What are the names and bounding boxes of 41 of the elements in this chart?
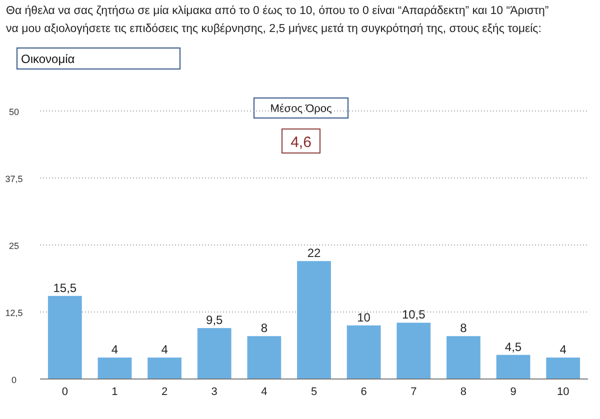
data-label: 4 <box>161 342 168 357</box>
x-tick-label: 0 <box>62 386 68 398</box>
data-label: 8 <box>260 321 268 336</box>
x-tick-label: 4 <box>261 386 268 398</box>
annotation: 4,6 <box>290 134 312 151</box>
x-tick-label: 6 <box>360 386 367 398</box>
data-label: 22 <box>307 246 321 260</box>
data-label: 15,5 <box>53 280 77 295</box>
bar <box>346 325 381 379</box>
data-label: 4 <box>560 342 567 357</box>
x-tick-label: 8 <box>460 386 467 398</box>
chart-title: Θα ήθελα να σας ζητήσω σε μία κλίμακα από το 0 έως το 10, όπου το 0 είναι “Απαράδεκτη” και 10 “Άριστη” να μου αξιολογήσετε τις επιδόσεις της κυβέρνησης, 2,5 μήνες μετά τη συγκρότησή της, στους εξής τομείς: <box>6 5 549 35</box>
y-tick-label: 25 <box>8 241 20 251</box>
bar <box>197 328 232 379</box>
data-label: 4 <box>111 342 118 357</box>
data-label: 4,5 <box>504 340 522 354</box>
data-label: 10,5 <box>402 308 426 322</box>
y-tick-label: 50 <box>8 107 20 117</box>
bar <box>48 296 82 379</box>
x-tick-label: 7 <box>410 386 417 398</box>
bar <box>148 358 182 379</box>
chart-subtitle: Οικονομία <box>21 52 75 66</box>
data-label: 8 <box>460 321 468 336</box>
x-tick-label: 9 <box>510 386 516 398</box>
y-tick-label: 37,5 <box>5 174 23 184</box>
data-label: 9,5 <box>206 313 224 328</box>
x-tick-label: 2 <box>161 386 168 398</box>
data-label: 10 <box>357 310 371 324</box>
bar <box>446 336 480 379</box>
bar <box>546 358 580 379</box>
bar <box>247 336 282 379</box>
y-tick-label: 12,5 <box>5 308 23 318</box>
bar <box>297 261 331 379</box>
x-tick-label: 10 <box>556 386 570 398</box>
y-tick-label: 0 <box>11 375 17 385</box>
x-tick-label: 1 <box>112 386 118 398</box>
x-tick-label: 5 <box>310 386 318 398</box>
bar <box>496 354 530 379</box>
x-tick-label: 3 <box>211 386 218 398</box>
bar <box>396 322 431 379</box>
bar <box>98 358 132 379</box>
